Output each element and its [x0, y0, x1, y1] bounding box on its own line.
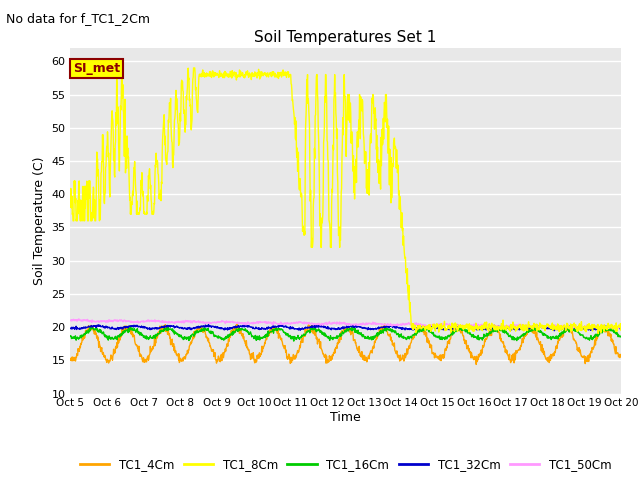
Title: Soil Temperatures Set 1: Soil Temperatures Set 1	[255, 30, 436, 46]
Text: SI_met: SI_met	[73, 62, 120, 75]
Y-axis label: Soil Temperature (C): Soil Temperature (C)	[33, 156, 46, 285]
Text: No data for f_TC1_2Cm: No data for f_TC1_2Cm	[6, 12, 150, 25]
X-axis label: Time: Time	[330, 411, 361, 424]
Legend: TC1_4Cm, TC1_8Cm, TC1_16Cm, TC1_32Cm, TC1_50Cm: TC1_4Cm, TC1_8Cm, TC1_16Cm, TC1_32Cm, TC…	[75, 453, 616, 476]
